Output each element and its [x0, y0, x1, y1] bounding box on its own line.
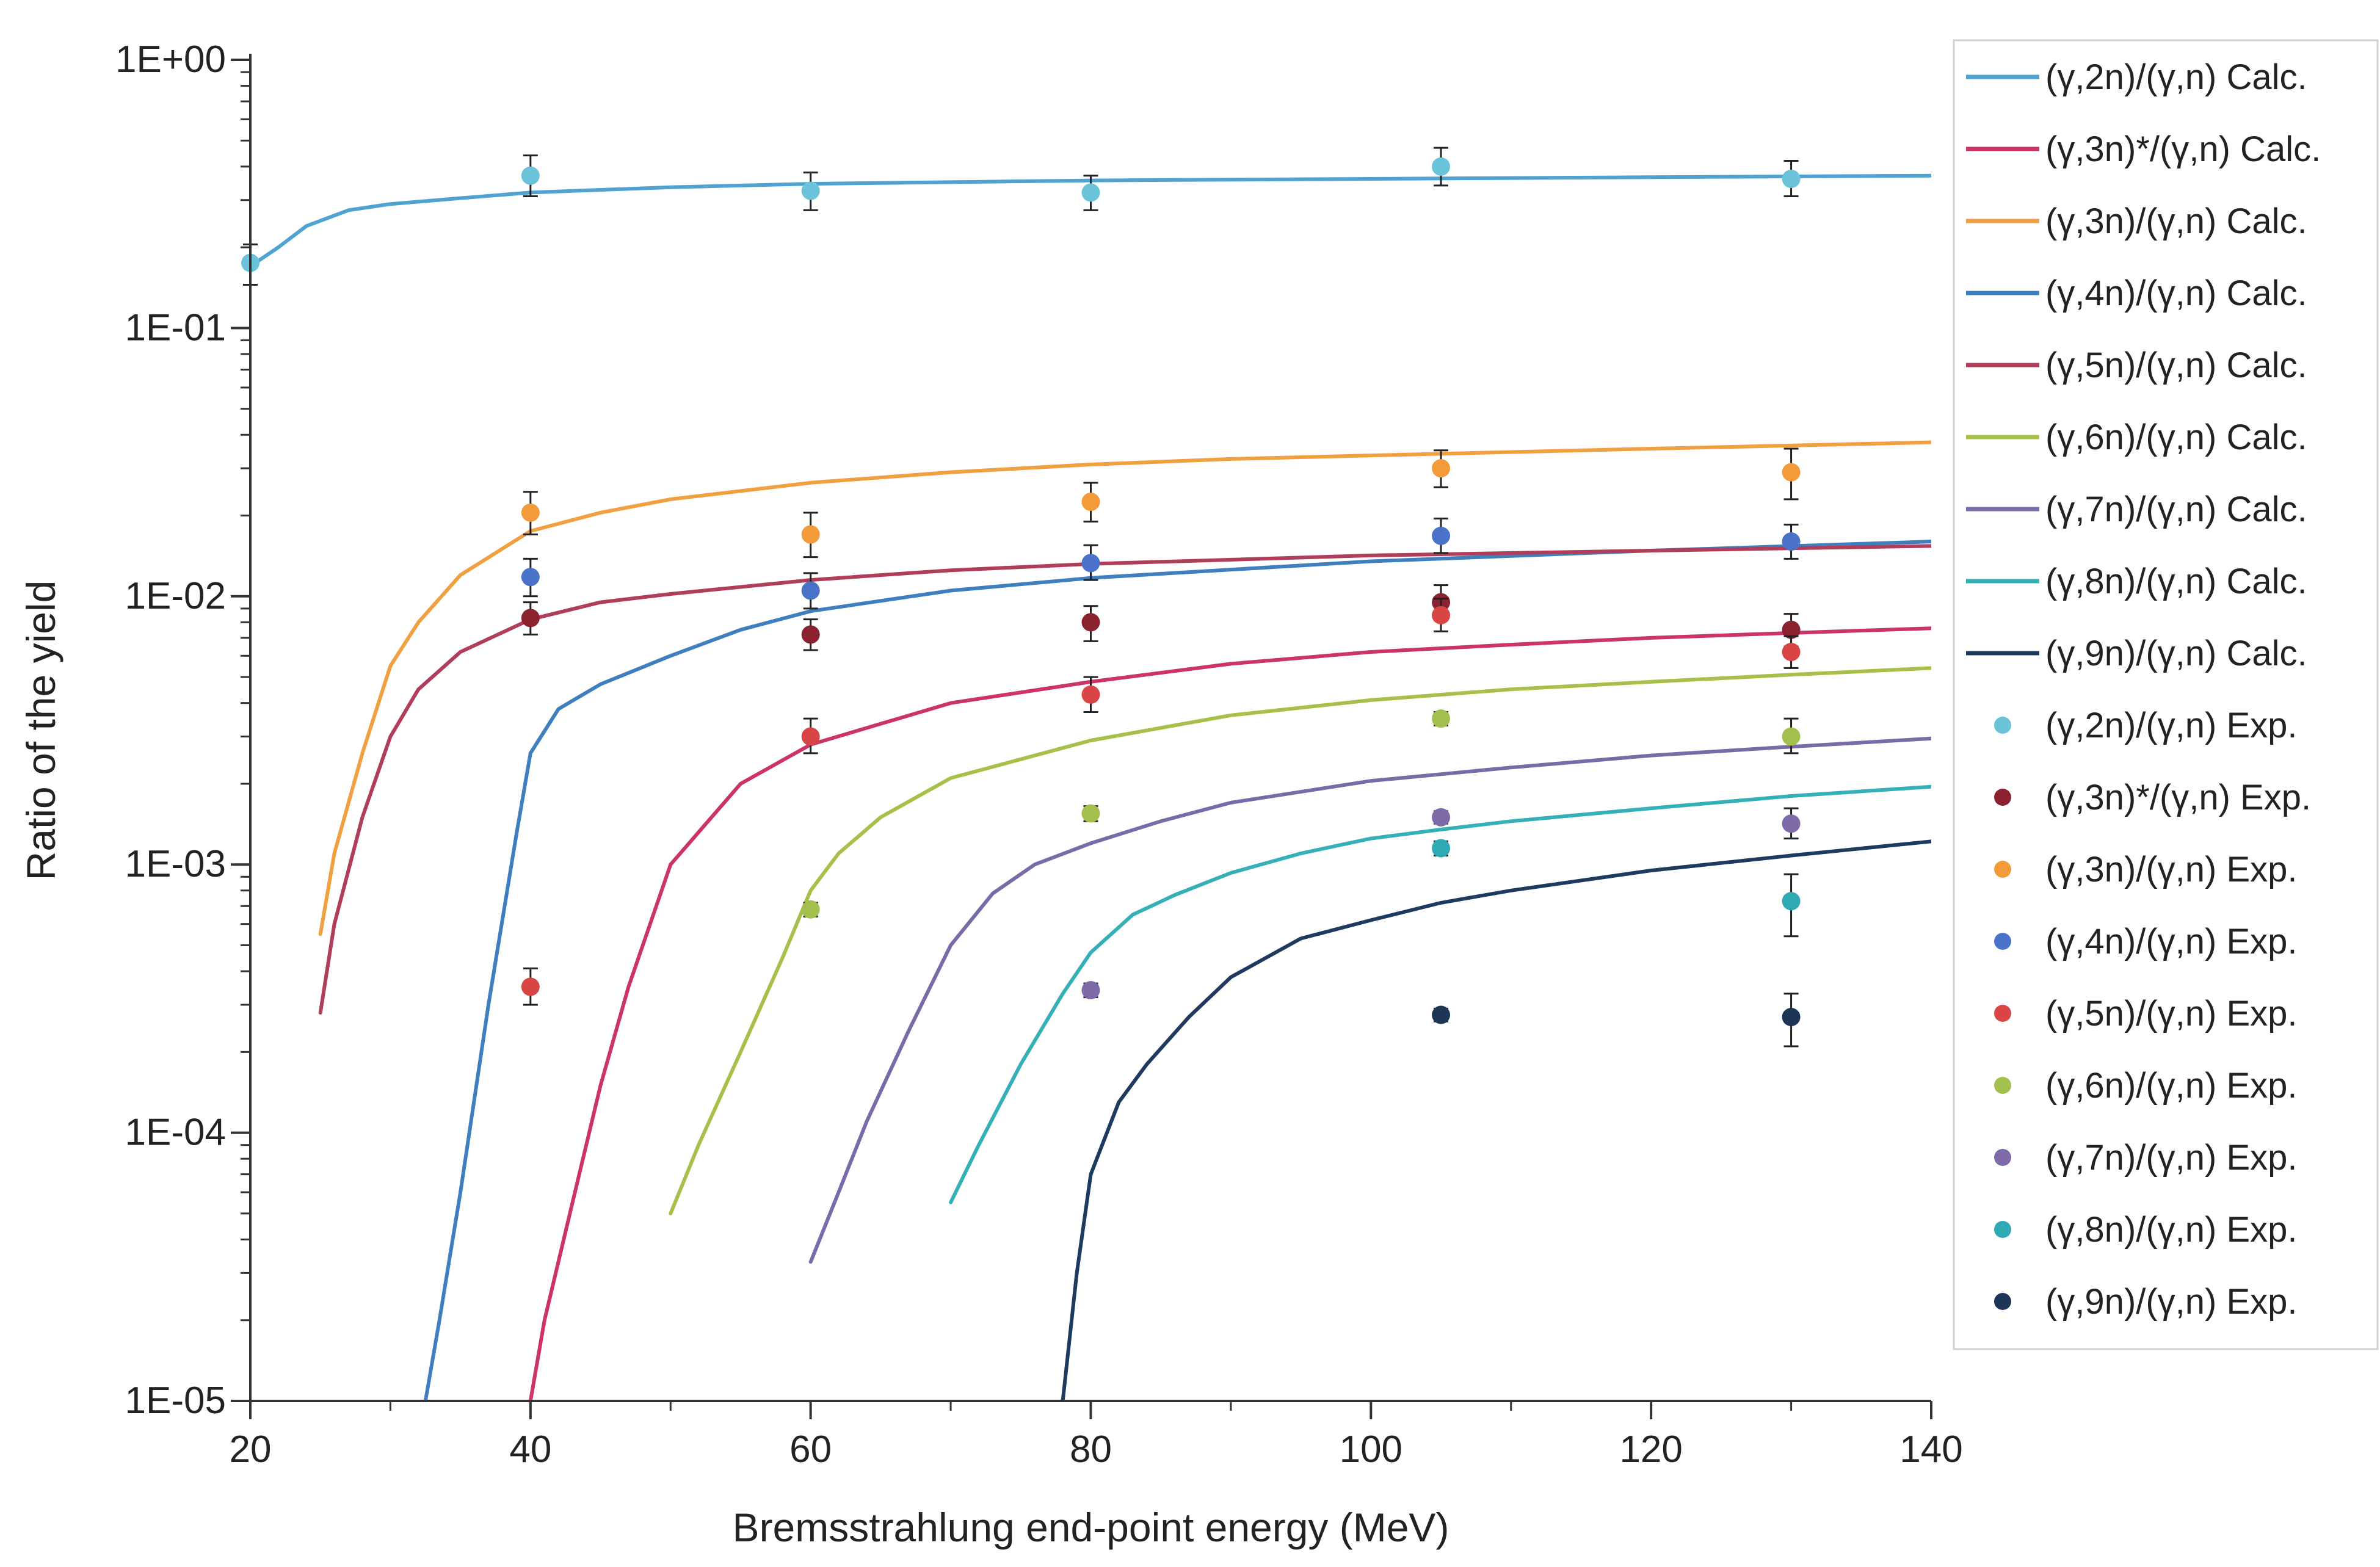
exp-point-3 — [1432, 459, 1451, 478]
exp-point-5 — [1432, 606, 1451, 624]
exp-point-3 — [1081, 493, 1100, 512]
legend-marker-swatch — [1994, 1221, 2011, 1238]
legend-label: (γ,2n)/(γ,n) Calc. — [2045, 57, 2307, 97]
y-tick-label: 1E-01 — [125, 306, 226, 349]
calc-curve-7 — [808, 736, 1931, 1264]
calc-curve-4 — [423, 540, 1931, 1401]
legend-label: (γ,3n)/(γ,n) Exp. — [2045, 850, 2298, 889]
legend-marker-swatch — [1994, 1149, 2011, 1166]
exp-point-7 — [1081, 981, 1100, 1000]
exp-point-5 — [1081, 685, 1100, 704]
legend-marker-swatch — [1994, 1005, 2011, 1022]
exp-point-1 — [801, 181, 820, 200]
exp-point-5 — [521, 977, 540, 996]
exp-point-6 — [1782, 727, 1801, 746]
calc-curve-2 — [528, 626, 1931, 1401]
y-axis-title: Ratio of the yield — [18, 581, 63, 881]
x-tick-label: 100 — [1340, 1428, 1402, 1471]
legend-marker-swatch — [1994, 861, 2011, 878]
exp-point-6 — [801, 900, 820, 919]
x-axis-title: Bremsstrahlung end-point energy (MeV) — [733, 1505, 1449, 1550]
legend-marker-swatch — [1994, 717, 2011, 734]
legend-marker-swatch — [1994, 1077, 2011, 1094]
exp-point-4 — [801, 581, 820, 600]
legend-marker-swatch — [1994, 933, 2011, 950]
exp-point-4 — [1782, 532, 1801, 551]
exp-point-9 — [1782, 1008, 1801, 1027]
calc-curve-5 — [318, 544, 1931, 1015]
exp-point-8 — [1782, 892, 1801, 911]
legend-box — [1953, 39, 2379, 1350]
legend-label: (γ,2n)/(γ,n) Exp. — [2045, 706, 2298, 745]
x-tick-label: 80 — [1070, 1428, 1112, 1471]
exp-point-7 — [1782, 814, 1801, 833]
calc-curve-3 — [318, 440, 1931, 936]
exp-point-4 — [1432, 526, 1451, 545]
exp-point-2 — [1081, 613, 1100, 632]
y-tick-label: 1E+00 — [115, 38, 226, 81]
legend-label: (γ,3n)*/(γ,n) Exp. — [2045, 778, 2311, 817]
legend-label: (γ,6n)/(γ,n) Exp. — [2045, 1066, 2298, 1106]
exp-point-1 — [1081, 183, 1100, 202]
x-tick-label: 20 — [230, 1428, 272, 1471]
exp-point-6 — [1432, 709, 1451, 728]
calc-curve-6 — [669, 666, 1931, 1215]
exp-point-5 — [1782, 643, 1801, 662]
x-tick-label: 120 — [1619, 1428, 1682, 1471]
exp-point-2 — [801, 625, 820, 644]
axes: 1E-05 1E-04 1E-03 1E-02 1E-01 1E+00 20 40 60 80 10… — [115, 38, 1963, 1471]
exp-point-2 — [1782, 620, 1801, 639]
exp-point-4 — [521, 568, 540, 587]
exp-point-3 — [801, 525, 820, 544]
y-tick-label: 1E-04 — [125, 1112, 226, 1154]
legend-label: (γ,8n)/(γ,n) Exp. — [2045, 1210, 2298, 1250]
exp-point-7 — [1432, 808, 1451, 827]
legend-label: (γ,6n)/(γ,n) Calc. — [2045, 418, 2307, 457]
exp-point-3 — [521, 503, 540, 522]
legend-marker-swatch — [1994, 1293, 2011, 1310]
legend-label: (γ,7n)/(γ,n) Calc. — [2045, 490, 2307, 529]
legend-label: (γ,4n)/(γ,n) Exp. — [2045, 922, 2298, 961]
exp-point-1 — [521, 166, 540, 185]
exp-point-1 — [1432, 157, 1451, 176]
x-tick-label: 60 — [789, 1428, 832, 1471]
exp-point-9 — [1432, 1005, 1451, 1024]
x-tick-label: 140 — [1899, 1428, 1962, 1471]
legend-label: (γ,5n)/(γ,n) Calc. — [2045, 346, 2307, 385]
plot-area — [241, 147, 1931, 1401]
legend-label: (γ,9n)/(γ,n) Exp. — [2045, 1282, 2298, 1322]
calc-curve-8 — [949, 784, 1931, 1204]
legend-marker-swatch — [1994, 789, 2011, 806]
exp-point-4 — [1081, 554, 1100, 573]
y-tick-label: 1E-03 — [125, 843, 226, 885]
y-tick-label: 1E-05 — [125, 1380, 226, 1422]
y-tick-label: 1E-02 — [125, 575, 226, 617]
legend-label: (γ,3n)*/(γ,n) Calc. — [2045, 129, 2321, 169]
exp-point-3 — [1782, 463, 1801, 482]
legend-label: (γ,8n)/(γ,n) Calc. — [2045, 562, 2307, 601]
exp-point-5 — [801, 727, 820, 746]
exp-point-2 — [521, 609, 540, 628]
legend-label: (γ,5n)/(γ,n) Exp. — [2045, 994, 2298, 1033]
exp-point-1 — [1782, 169, 1801, 188]
calc-curve-9 — [1061, 839, 1931, 1401]
exp-point-8 — [1432, 839, 1451, 858]
legend-label: (γ,3n)/(γ,n) Calc. — [2045, 201, 2307, 241]
calc-curves — [250, 173, 1931, 1401]
x-tick-label: 40 — [509, 1428, 551, 1471]
legend: (γ,2n)/(γ,n) Calc. (γ,3n)*/(γ,n) Calc. (γ,… — [1953, 39, 2379, 1350]
legend-label: (γ,7n)/(γ,n) Exp. — [2045, 1138, 2298, 1178]
legend-label: (γ,9n)/(γ,n) Calc. — [2045, 634, 2307, 673]
exp-point-6 — [1081, 804, 1100, 823]
legend-label: (γ,4n)/(γ,n) Calc. — [2045, 273, 2307, 313]
